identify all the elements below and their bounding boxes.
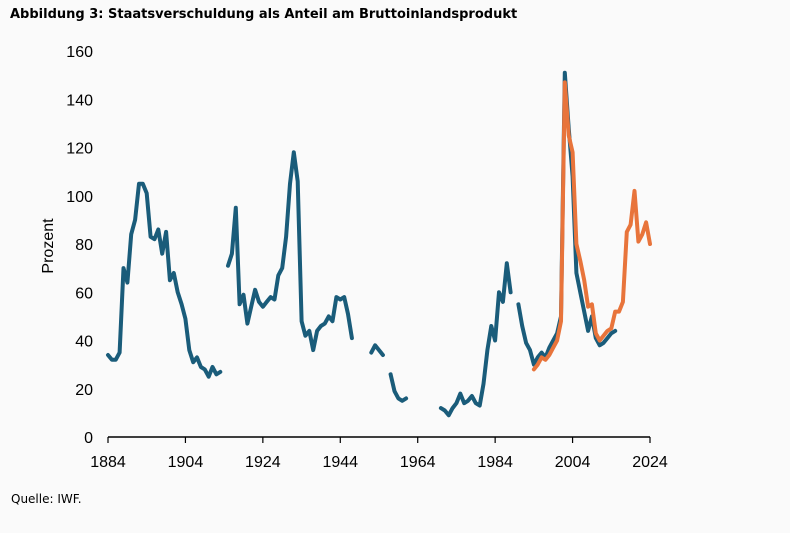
y-tick-label: 60 xyxy=(75,285,93,302)
x-tick-label: 2004 xyxy=(555,454,591,471)
series-lines xyxy=(106,70,652,418)
series-1-line-segment xyxy=(369,343,385,357)
y-tick-label: 140 xyxy=(66,92,93,109)
source-note: Quelle: IWF. xyxy=(11,492,82,506)
x-tick-label: 2024 xyxy=(632,454,668,471)
x-tick-label: 1984 xyxy=(477,454,513,471)
series-1-line-segment xyxy=(106,181,223,379)
y-tick-label: 100 xyxy=(66,189,93,206)
series-1-line-segment xyxy=(226,150,354,353)
y-tick-label: 160 xyxy=(66,44,93,61)
chart-title: Abbildung 3: Staatsverschuldung als Ante… xyxy=(10,7,518,22)
y-tick-label: 80 xyxy=(75,237,93,254)
x-tick-label: 1924 xyxy=(245,454,281,471)
y-tick-label: 120 xyxy=(66,141,93,158)
series-1-line-segment xyxy=(438,261,513,418)
tick-labels: 0 20 40 60 80 100 120 140 160 1884 1904 1924 1944 196… xyxy=(66,44,668,471)
series-1-line-segment xyxy=(388,372,409,403)
x-tick-label: 1944 xyxy=(322,454,358,471)
x-tick-label: 1964 xyxy=(400,454,436,471)
x-tick-label: 1904 xyxy=(168,454,204,471)
chart-axes xyxy=(107,436,651,443)
y-tick-label: 40 xyxy=(75,334,93,351)
y-tick-label: 20 xyxy=(75,382,93,399)
series-2-line-segment xyxy=(531,80,652,372)
y-tick-label: 0 xyxy=(84,430,93,447)
y-axis-title: Prozent xyxy=(40,218,57,274)
x-tick-label: 1884 xyxy=(90,454,126,471)
